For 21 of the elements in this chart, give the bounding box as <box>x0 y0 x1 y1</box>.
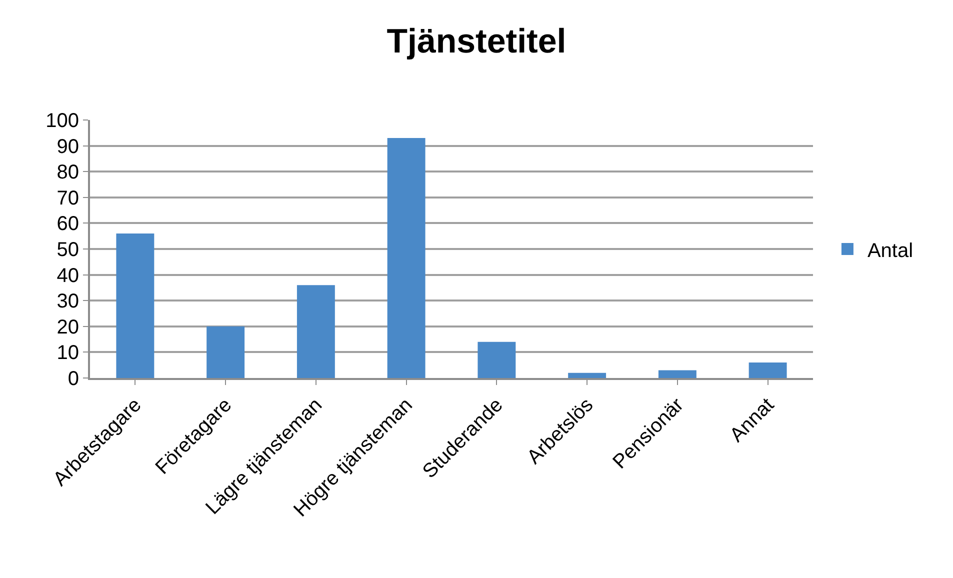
y-tick-label: 70 <box>56 187 79 210</box>
bar <box>206 326 245 378</box>
y-tick-label: 0 <box>68 368 79 390</box>
y-tick-label: 80 <box>56 162 79 184</box>
bar <box>568 372 606 378</box>
y-tick-label: 90 <box>56 136 79 158</box>
chart-title: Tjänstetitel <box>386 22 566 60</box>
bar <box>116 234 154 378</box>
y-tick-label: 50 <box>56 239 79 261</box>
bar <box>387 138 426 378</box>
bar <box>658 370 696 378</box>
y-tick-label: 100 <box>46 110 79 132</box>
bar <box>748 362 787 378</box>
bar <box>478 342 516 378</box>
y-tick-label: 30 <box>56 290 79 313</box>
bar <box>296 285 335 378</box>
y-tick-label: 20 <box>56 316 79 338</box>
y-tick-label: 40 <box>56 264 79 287</box>
y-tick-label: 10 <box>56 342 79 364</box>
legend-label: Antal <box>867 240 914 262</box>
y-tick-label: 60 <box>56 213 79 236</box>
